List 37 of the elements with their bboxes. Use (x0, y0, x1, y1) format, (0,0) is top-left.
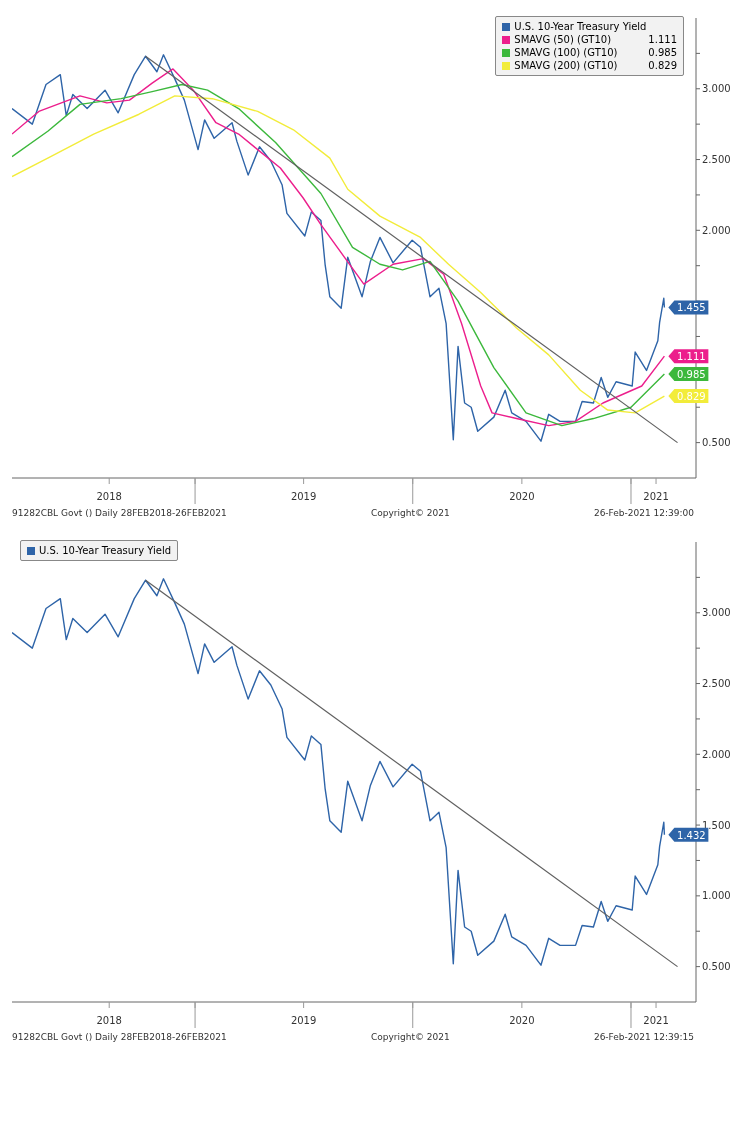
text: Copyright© 2021 (370, 1032, 450, 1042)
y-tick-label: 1.000 (702, 890, 731, 902)
y-tick-label: 2.500 (702, 154, 731, 166)
y-tick-label: 2.000 (702, 224, 731, 236)
y-tick-label: 3.000 (702, 607, 731, 619)
legend-label: SMAVG (100) (GT10) (514, 46, 619, 59)
text: 26-Feb-2021 12:39:00 (593, 508, 694, 518)
x-tick-label: 2021 (643, 491, 669, 502)
text: 0.985 (648, 47, 677, 58)
data-label: 0.829 (677, 391, 706, 403)
y-tick-label: 3.000 (702, 83, 731, 95)
text: 1.111 (648, 34, 677, 45)
text: 0.829 (648, 60, 677, 71)
x-tick-label: 2019 (290, 1015, 317, 1026)
legend-label: U.S. 10-Year Treasury Yield (514, 20, 647, 33)
data-label: 1.455 (677, 302, 706, 314)
text: 91282CBL Govt () Daily 28FEB2018-26FEB2021 (12, 1032, 227, 1042)
text: 26-Feb-2021 12:39:15 (593, 1032, 694, 1042)
y-tick-label: 2.000 (702, 748, 731, 760)
text: 91282CBL Govt () Daily 28FEB2018-26FEB2021 (12, 508, 227, 518)
data-label: 1.432 (677, 829, 706, 841)
x-tick-label: 2018 (96, 491, 122, 502)
line-series (12, 578, 666, 966)
legend-label: SMAVG (200) (GT10) (514, 59, 619, 72)
x-tick-label: 2021 (643, 1015, 669, 1026)
x-tick-label: 2020 (509, 1015, 535, 1026)
text: Copyright© 2021 (370, 508, 450, 518)
y-tick-label: 0.500 (702, 437, 731, 449)
x-tick-label: 2019 (290, 491, 317, 502)
y-tick-label: 0.500 (702, 961, 731, 973)
data-label: 0.985 (677, 368, 706, 380)
y-tick-label: 2.500 (702, 678, 731, 690)
data-label: 1.111 (677, 351, 706, 363)
x-tick-label: 2020 (509, 491, 535, 502)
x-tick-label: 2018 (96, 1015, 122, 1026)
legend-label: SMAVG (50) (GT10) (514, 33, 613, 46)
legend-label: U.S. 10-Year Treasury Yield (39, 544, 172, 557)
